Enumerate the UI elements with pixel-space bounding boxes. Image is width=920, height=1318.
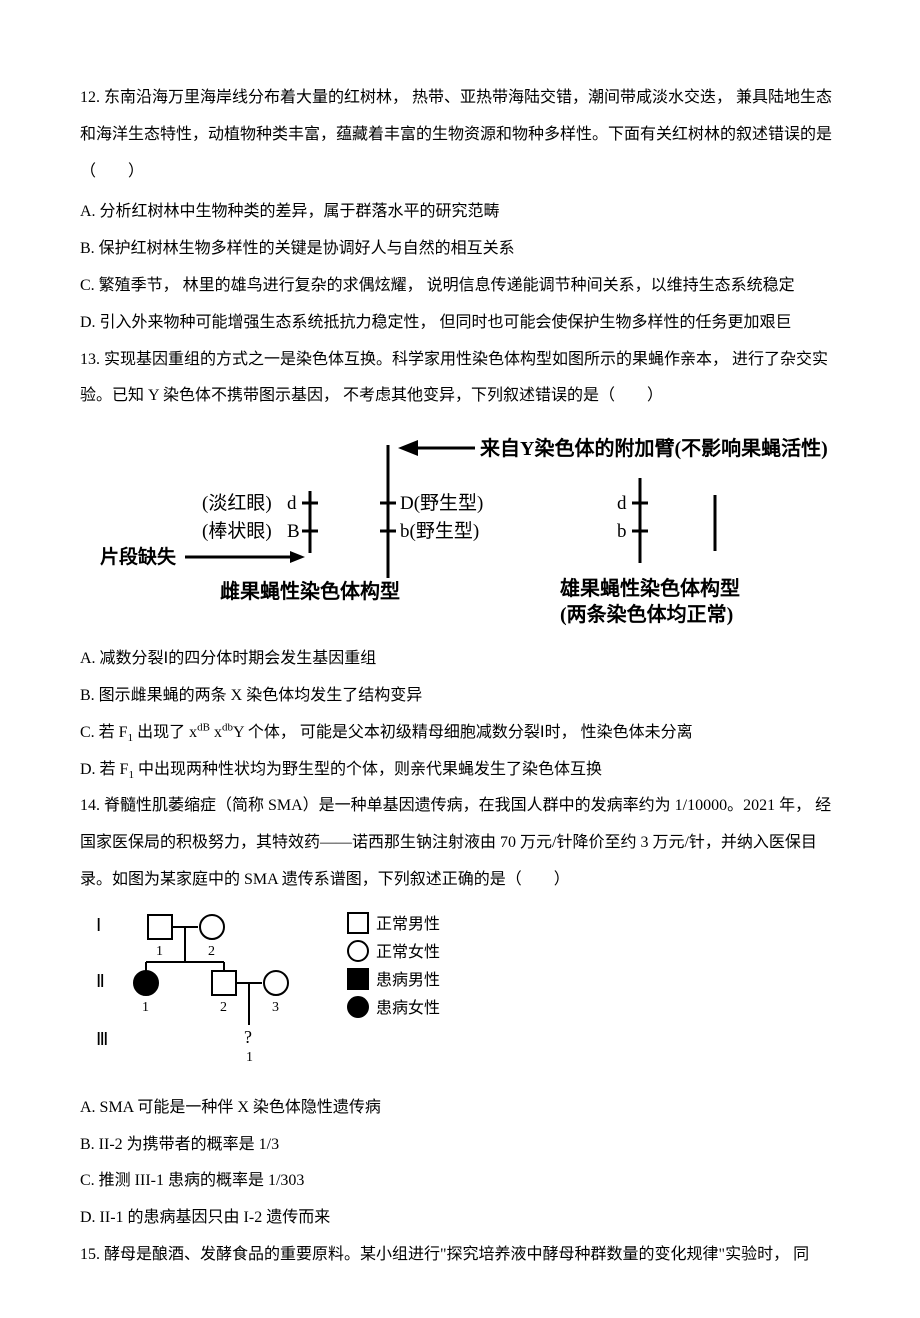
female-caption: 雌果蝇性染色体构型 (220, 579, 400, 603)
y-arm-annotation: 来自Y染色体的附加臂(不影响果蝇活性) (398, 436, 828, 460)
label-bar-eye: (棒状眼) (202, 520, 272, 542)
deletion-label: 片段缺失 (100, 545, 177, 568)
allele-B-left: B (287, 521, 300, 542)
II-1-num: 1 (142, 1000, 149, 1015)
male-caption-1: 雄果蝇性染色体构型 (559, 576, 740, 600)
female-chromosomes: (淡红眼) d D(野生型) (棒状眼) B b(野生型) 片段缺失 雌果蝇性染… (100, 445, 483, 603)
q14-option-b: B. II-2 为携带者的概率是 1/3 (80, 1127, 840, 1164)
gen-3-label: Ⅲ (96, 1029, 108, 1049)
q14-option-c: C. 推测 III-1 患病的概率是 1/303 (80, 1163, 840, 1200)
q13-option-b: B. 图示雌果蝇的两条 X 染色体均发生了结构变异 (80, 678, 840, 715)
gen-1-label: Ⅰ (96, 915, 101, 935)
q13-c-mid1: 出现了 x (133, 724, 197, 741)
pedigree-legend: 正常男性 正常女性 患病男性 患病女性 (348, 913, 440, 1017)
y-arm-label: 来自Y染色体的附加臂(不影响果蝇活性) (479, 436, 828, 460)
q14-pedigree: Ⅰ Ⅱ Ⅲ 1 2 1 2 3 (88, 907, 840, 1082)
legend-normal-female: 正常女性 (376, 942, 440, 961)
q12-option-d: D. 引入外来物种可能增强生态系统抵抗力稳定性， 但同时也可能会使保护生物多样性… (80, 305, 840, 342)
male-chromosomes: d b 雄果蝇性染色体构型 (两条染色体均正常) (559, 478, 740, 626)
male-caption-2: (两条染色体均正常) (560, 602, 733, 626)
q13-c-sup2: db (222, 721, 233, 733)
q12-option-a: A. 分析红树林中生物种类的差异，属于群落水平的研究范畴 (80, 194, 840, 231)
q13-diagram: 来自Y染色体的附加臂(不影响果蝇活性) (淡红眼) d D(野生型) (80, 423, 840, 633)
II-1 (134, 971, 158, 995)
q13-d-pre: D. 若 F (80, 761, 128, 778)
male-allele-b: b (617, 521, 627, 542)
label-pale-red-eye: (淡红眼) (202, 492, 272, 514)
II-2 (212, 971, 236, 995)
I-2 (200, 915, 224, 939)
q12-option-b: B. 保护红树林生物多样性的关键是协调好人与自然的相互关系 (80, 231, 840, 268)
q13-c-post: Y 个体， 可能是父本初级精母细胞减数分裂Ⅰ时， 性染色体未分离 (233, 724, 693, 741)
II-2-num: 2 (220, 1000, 227, 1015)
allele-b-right: b(野生型) (400, 520, 479, 542)
I-2-num: 2 (208, 944, 215, 959)
q13-option-c: C. 若 F1 出现了 xdB xdbY 个体， 可能是父本初级精母细胞减数分裂… (80, 715, 840, 752)
q13-d-post: 中出现两种性状均为野生型的个体，则亲代果蝇发生了染色体互换 (134, 761, 602, 778)
legend-affected-male: 患病男性 (376, 971, 440, 989)
allele-d-left: d (287, 493, 297, 514)
q13-c-pre: C. 若 F (80, 724, 128, 741)
III-1-question: ? (244, 1027, 252, 1047)
allele-D-right: D(野生型) (400, 492, 483, 514)
q12-stem: 12. 东南沿海万里海岸线分布着大量的红树林， 热带、亚热带海陆交错，潮间带咸淡… (80, 80, 840, 190)
legend-normal-male: 正常男性 (376, 915, 440, 933)
II-3-num: 3 (272, 1000, 279, 1015)
q13-c-mid2: x (210, 724, 222, 741)
q14-option-a: A. SMA 可能是一种伴 X 染色体隐性遗传病 (80, 1090, 840, 1127)
gen-2-label: Ⅱ (96, 971, 105, 991)
II-3 (264, 971, 288, 995)
q13-stem: 13. 实现基因重组的方式之一是染色体互换。科学家用性染色体构型如图所示的果蝇作… (80, 342, 840, 416)
q14-stem: 14. 脊髓性肌萎缩症（简称 SMA）是一种单基因遗传病，在我国人群中的发病率约… (80, 788, 840, 898)
I-1-num: 1 (156, 944, 163, 959)
I-1 (148, 915, 172, 939)
legend-affected-female: 患病女性 (376, 998, 440, 1017)
q12-option-c: C. 繁殖季节， 林里的雄鸟进行复杂的求偶炫耀， 说明信息传递能调节种间关系，以… (80, 268, 840, 305)
q14-option-d: D. II-1 的患病基因只由 I-2 遗传而来 (80, 1200, 840, 1237)
q13-option-d: D. 若 F1 中出现两种性状均为野生型的个体，则亲代果蝇发生了染色体互换 (80, 752, 840, 789)
III-1-num: 1 (246, 1050, 253, 1065)
q13-c-sup1: dB (197, 721, 210, 733)
q13-option-a: A. 减数分裂Ⅰ的四分体时期会发生基因重组 (80, 641, 840, 678)
male-allele-d: d (617, 493, 627, 514)
q15-stem: 15. 酵母是酿酒、发酵食品的重要原料。某小组进行"探究培养液中酵母种群数量的变… (80, 1237, 840, 1274)
